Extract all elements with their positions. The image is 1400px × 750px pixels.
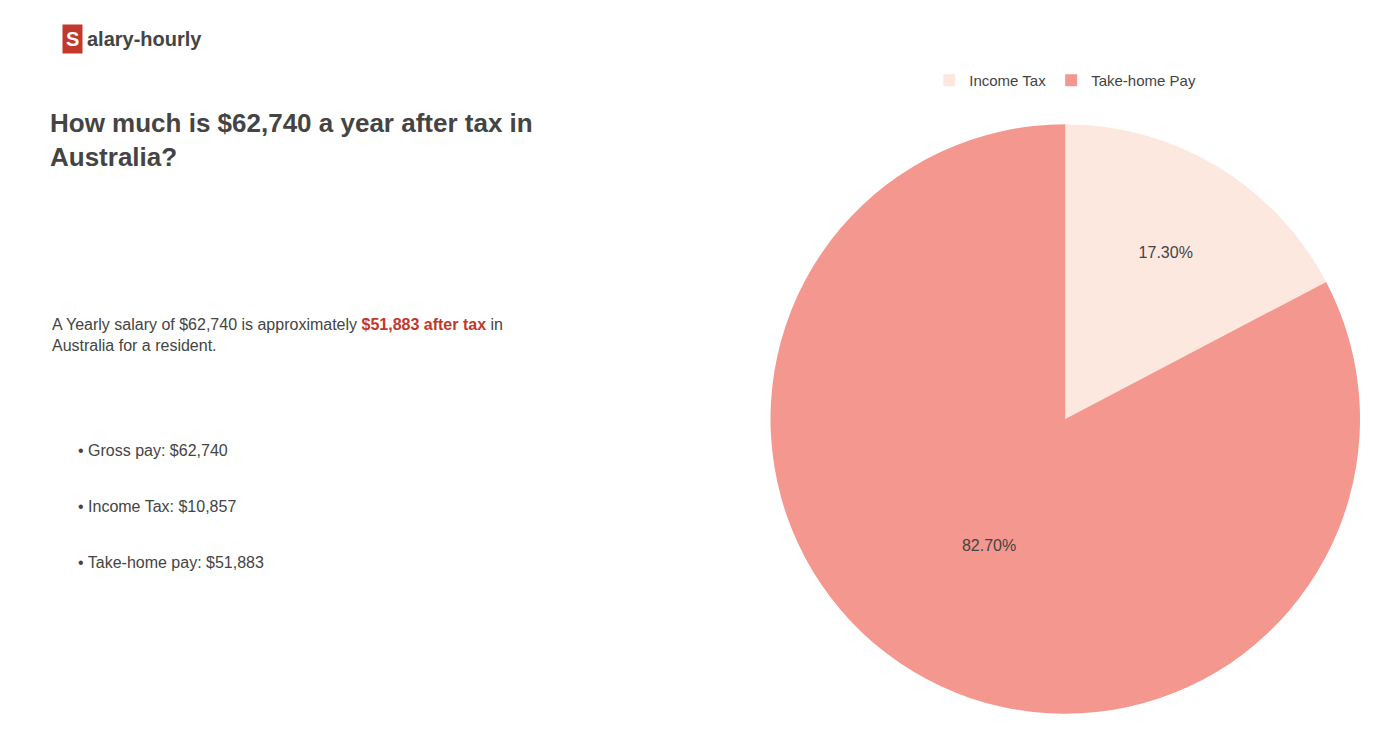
svg-text:Income Tax: Income Tax [969, 72, 1046, 89]
svg-text:alary-hourly: alary-hourly [87, 28, 202, 50]
svg-text:• Gross pay: $62,740: • Gross pay: $62,740 [78, 442, 228, 459]
svg-text:Take-home Pay: Take-home Pay [1091, 72, 1196, 89]
svg-text:How much is $62,740 a year aft: How much is $62,740 a year after tax inA… [50, 108, 533, 172]
svg-text:• Take-home pay: $51,883: • Take-home pay: $51,883 [78, 554, 264, 571]
svg-text:A Yearly salary of $62,740 is: A Yearly salary of $62,740 is approximat… [52, 316, 503, 354]
svg-text:17.30%: 17.30% [1139, 244, 1193, 261]
svg-text:• Income Tax: $10,857: • Income Tax: $10,857 [78, 498, 236, 515]
svg-text:82.70%: 82.70% [962, 537, 1016, 554]
svg-text:S: S [66, 28, 79, 50]
